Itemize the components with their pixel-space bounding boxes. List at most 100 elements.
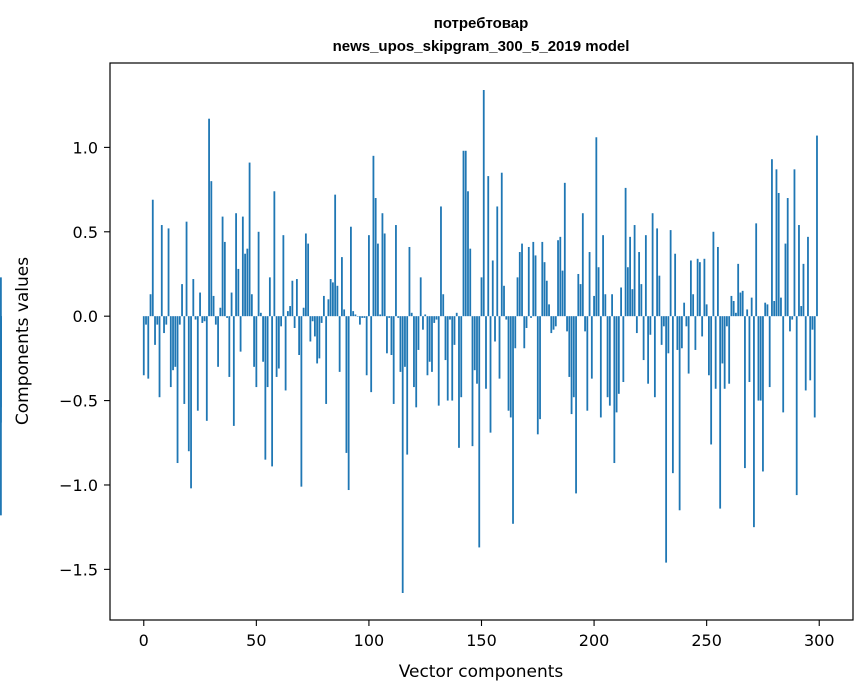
y-axis-ticks: −1.5 −1.0 −0.5 0.0 0.5 1.0: [59, 138, 110, 579]
bar: [809, 316, 812, 381]
bar: [696, 258, 699, 317]
bar: [708, 316, 710, 376]
bar: [284, 316, 287, 391]
bar-series: [0, 90, 818, 593]
bar: [768, 316, 771, 388]
bar: [644, 235, 647, 317]
bar: [422, 316, 424, 330]
bar: [406, 316, 409, 455]
y-tick-label: 0.5: [73, 223, 98, 242]
bar: [347, 316, 350, 491]
bar: [327, 299, 330, 317]
bar: [379, 314, 382, 317]
bar: [174, 316, 177, 367]
bar: [0, 277, 2, 317]
bar: [289, 306, 292, 317]
bar: [352, 311, 355, 317]
bar: [271, 316, 274, 467]
bar: [753, 316, 755, 528]
bar: [392, 316, 395, 404]
bar: [190, 316, 192, 489]
bar: [766, 304, 769, 317]
x-tick-label: 0: [139, 631, 149, 650]
bar: [293, 316, 296, 328]
bar: [635, 316, 638, 334]
bar: [187, 316, 190, 452]
bar: [660, 316, 663, 345]
bar: [687, 316, 690, 374]
bar: [735, 312, 737, 317]
bar: [534, 255, 537, 317]
bar: [311, 316, 314, 322]
bar: [584, 316, 586, 332]
bar: [590, 316, 593, 379]
bar: [719, 316, 722, 509]
bar: [365, 316, 368, 376]
bar: [217, 316, 219, 367]
bar: [507, 316, 510, 411]
bar: [575, 316, 577, 494]
bar: [248, 162, 251, 317]
bar: [431, 316, 433, 372]
bar: [332, 282, 334, 317]
bar: [649, 316, 652, 335]
bar: [350, 226, 352, 317]
bar: [286, 311, 289, 317]
bar: [568, 316, 571, 377]
bar: [154, 316, 156, 345]
bar: [638, 252, 641, 317]
bar: [316, 316, 319, 364]
bar: [717, 246, 719, 317]
bar: [780, 297, 782, 317]
bar: [410, 312, 413, 317]
bar: [737, 263, 740, 317]
bar: [651, 213, 654, 317]
bar: [273, 191, 276, 317]
bar: [458, 316, 460, 448]
bar: [771, 159, 773, 317]
bar: [658, 275, 661, 317]
bar: [487, 176, 490, 317]
bar: [577, 273, 580, 317]
y-tick-label: −1.0: [59, 476, 98, 495]
bar: [320, 316, 323, 323]
bar: [755, 223, 758, 317]
bar: [275, 316, 278, 377]
bar: [563, 182, 566, 317]
bar: [235, 213, 237, 317]
bar: [732, 300, 735, 317]
bar: [676, 316, 679, 350]
bar: [674, 253, 677, 317]
bar: [500, 172, 503, 317]
bar: [388, 316, 391, 318]
bar: [523, 316, 526, 349]
bar: [566, 316, 568, 332]
bar: [476, 316, 478, 384]
bar: [489, 316, 492, 433]
bar: [246, 248, 249, 317]
bar: [813, 316, 816, 418]
bar: [807, 236, 809, 317]
bar: [444, 316, 447, 361]
bar: [442, 294, 445, 317]
bar: [640, 284, 643, 317]
bar: [253, 316, 255, 367]
bar: [692, 294, 695, 317]
bar: [741, 290, 744, 317]
bar: [0, 316, 2, 423]
bar: [633, 225, 636, 317]
bar: [570, 316, 573, 415]
bar: [156, 316, 159, 325]
bar: [764, 302, 767, 317]
bar: [449, 316, 451, 320]
bar: [545, 280, 548, 317]
bar: [221, 216, 224, 317]
bar: [491, 260, 494, 317]
bar: [0, 316, 2, 362]
bar: [631, 289, 634, 317]
bar: [667, 316, 670, 354]
bar: [811, 316, 814, 330]
plot-frame: [109, 62, 854, 621]
bar: [653, 316, 656, 398]
bar: [437, 316, 440, 406]
